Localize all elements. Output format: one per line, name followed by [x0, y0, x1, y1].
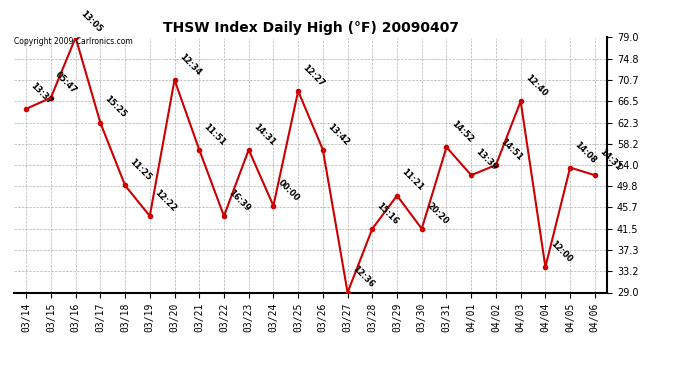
Title: THSW Index Daily High (°F) 20090407: THSW Index Daily High (°F) 20090407	[163, 21, 458, 35]
Text: 12:22: 12:22	[152, 188, 178, 213]
Text: 14:51: 14:51	[499, 137, 524, 162]
Text: 12:34: 12:34	[177, 52, 203, 77]
Text: 16:39: 16:39	[227, 188, 252, 213]
Text: 13:42: 13:42	[326, 122, 351, 147]
Text: 14:31: 14:31	[598, 147, 623, 172]
Text: Copyright 2009 Carlronics.com: Copyright 2009 Carlronics.com	[14, 38, 132, 46]
Text: 15:16: 15:16	[375, 201, 400, 226]
Text: 14:52: 14:52	[449, 119, 475, 144]
Text: 15:25: 15:25	[103, 94, 128, 120]
Text: 13:39: 13:39	[474, 147, 499, 172]
Text: 13:05: 13:05	[79, 9, 103, 35]
Text: 05:47: 05:47	[54, 70, 79, 95]
Text: 11:25: 11:25	[128, 157, 153, 183]
Text: 12:40: 12:40	[524, 73, 549, 99]
Text: 13:37: 13:37	[29, 81, 54, 106]
Text: 12:36: 12:36	[351, 264, 375, 290]
Text: 11:21: 11:21	[400, 168, 425, 193]
Text: 14:31: 14:31	[251, 122, 277, 147]
Text: 11:51: 11:51	[202, 122, 228, 147]
Text: 20:20: 20:20	[424, 201, 450, 226]
Text: 14:08: 14:08	[573, 140, 598, 165]
Text: 12:27: 12:27	[301, 63, 326, 88]
Text: 00:00: 00:00	[276, 178, 302, 203]
Text: 12:00: 12:00	[548, 239, 573, 264]
